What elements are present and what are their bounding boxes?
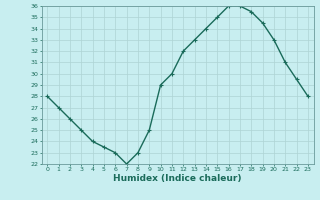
X-axis label: Humidex (Indice chaleur): Humidex (Indice chaleur) [113, 174, 242, 183]
